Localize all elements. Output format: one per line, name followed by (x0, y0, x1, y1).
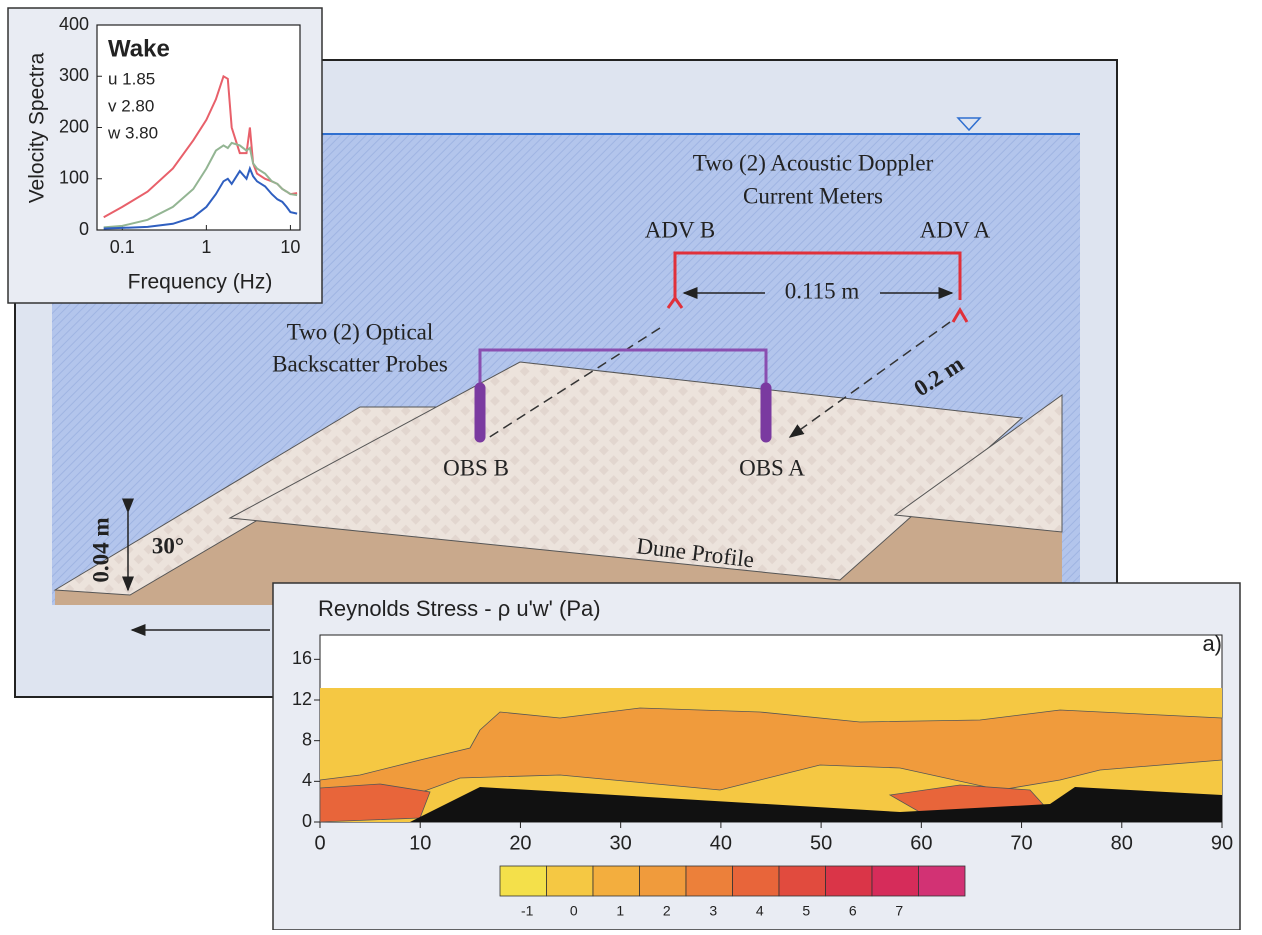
spacing-label: 0.115 m (785, 278, 860, 303)
x-tick-label: 10 (280, 237, 300, 257)
colorbar-label: 6 (849, 903, 857, 919)
x-tick-label: 40 (710, 832, 732, 854)
colorbar-box (547, 866, 594, 896)
panel-label: a) (1202, 631, 1222, 656)
x-tick-label: 60 (910, 832, 932, 854)
y-tick-label: 0 (79, 219, 89, 239)
y-tick-label: 8 (302, 729, 312, 749)
x-tick-label: 0 (314, 832, 325, 854)
obs-label: OBS B (443, 455, 509, 480)
spectra-inset: 0 100 200 300 400 0.1 1 10 u 1.85 v 2.80 w 3.80 Wak… (8, 8, 322, 303)
colorbar-label: 7 (895, 903, 903, 919)
obs-title: Backscatter Probes (272, 351, 448, 376)
obs-label: OBS A (739, 455, 805, 480)
series-label: v 2.80 (108, 96, 154, 115)
x-tick-label: 20 (509, 832, 531, 854)
colorbar-label: 2 (663, 903, 671, 919)
inset-title: Wake (108, 35, 170, 62)
x-tick-label: 30 (610, 832, 632, 854)
x-tick-label: 90 (1211, 832, 1233, 854)
x-axis-label: Frequency (Hz) (128, 271, 273, 294)
colorbar-box (593, 866, 640, 896)
inset-title: Reynolds Stress - ρ u'w' (Pa) (318, 596, 601, 621)
colorbar-box (500, 866, 547, 896)
y-tick-label: 12 (292, 689, 312, 709)
y-tick-label: 200 (59, 116, 89, 136)
colorbar-box (779, 866, 826, 896)
angle-label: 30° (152, 533, 184, 558)
colorbar-label: -1 (521, 903, 534, 919)
y-tick-label: 0 (302, 811, 312, 831)
y-tick-label: 16 (292, 648, 312, 668)
colorbar-box (826, 866, 873, 896)
adv-title: Two (2) Acoustic Doppler (693, 150, 934, 175)
adv-label: ADV A (920, 217, 991, 242)
colorbar-label: 4 (756, 903, 764, 919)
x-tick-label: 80 (1111, 832, 1133, 854)
colorbar-label: 3 (709, 903, 717, 919)
adv-title: Current Meters (743, 183, 883, 208)
y-tick-label: 400 (59, 14, 89, 34)
colorbar-box (640, 866, 687, 896)
y-tick-label: 300 (59, 65, 89, 85)
x-tick-label: 50 (810, 832, 832, 854)
y-axis-label: Velocity Spectra (26, 52, 49, 203)
series-label: w 3.80 (107, 123, 158, 142)
colorbar-label: 0 (570, 903, 578, 919)
series-label: u 1.85 (108, 69, 155, 88)
x-tick-label: 70 (1010, 832, 1032, 854)
y-tick-label: 100 (59, 168, 89, 188)
height-label: 0.04 m (88, 517, 113, 582)
colorbar-box (686, 866, 733, 896)
x-tick-label: 10 (409, 832, 431, 854)
figure: Two (2) Acoustic Doppler Current Meters … (0, 0, 1262, 930)
colorbar-box (872, 866, 919, 896)
colorbar-box (733, 866, 780, 896)
adv-label: ADV B (645, 217, 716, 242)
colorbar-label: 5 (802, 903, 810, 919)
y-tick-label: 4 (302, 770, 312, 790)
colorbar-box (919, 866, 966, 896)
x-tick-label: 1 (201, 237, 211, 257)
colorbar-label: 1 (616, 903, 624, 919)
obs-title: Two (2) Optical (287, 319, 434, 344)
x-tick-label: 0.1 (110, 237, 135, 257)
